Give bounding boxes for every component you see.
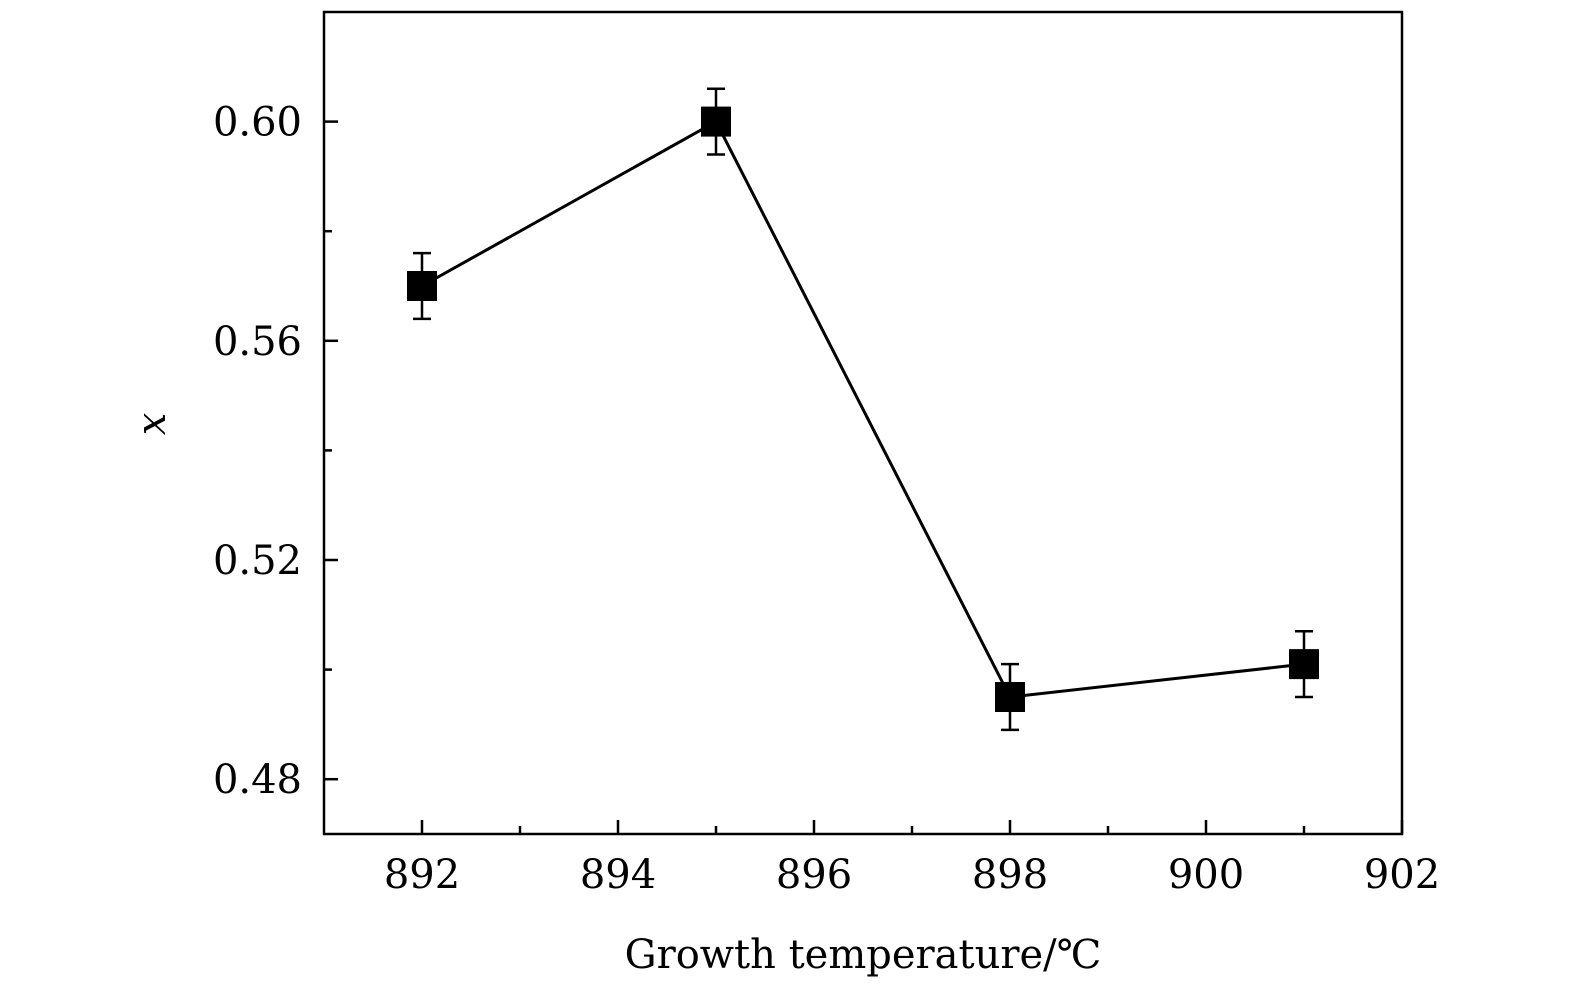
data-marks (407, 87, 1319, 732)
x-tick-label: 898 (972, 852, 1048, 898)
y-axis-label: x (129, 413, 175, 436)
axis-ticks (324, 120, 1404, 834)
series-line (421, 119, 1305, 699)
tick-labels: 892 894 896 898 900 902 0.48 0.52 0.56 0.60 (213, 100, 1440, 898)
x-tick-label: 894 (580, 852, 656, 898)
x-tick-label: 892 (384, 852, 460, 898)
y-tick-label: 0.56 (213, 319, 302, 365)
y-tick-label: 0.60 (213, 100, 302, 146)
y-tick-label: 0.48 (213, 757, 302, 803)
data-point (407, 271, 437, 301)
x-tick-label: 902 (1364, 852, 1440, 898)
x-axis-label: Growth temperature/℃ (625, 932, 1102, 978)
plot-frame (322, 10, 1404, 836)
data-point (995, 682, 1025, 712)
y-tick-label: 0.52 (213, 538, 302, 584)
x-tick-label: 896 (776, 852, 852, 898)
data-point (1289, 649, 1319, 680)
x-tick-label: 900 (1168, 852, 1244, 898)
data-point (701, 106, 731, 137)
